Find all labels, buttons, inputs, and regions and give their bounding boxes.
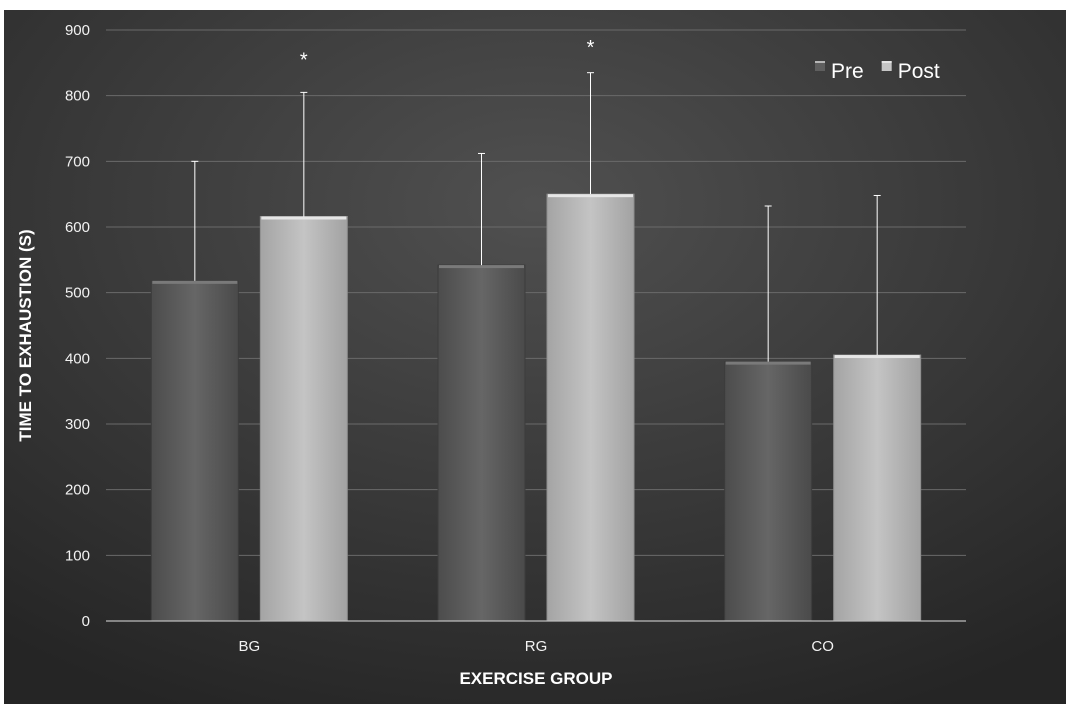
bar-pre-rg [437, 264, 526, 622]
legend-swatch-highlight [815, 61, 825, 63]
y-tick-label: 100 [65, 547, 90, 564]
bar-top-highlight [152, 280, 238, 284]
bar-post-co [833, 354, 922, 622]
bars [150, 193, 922, 622]
chart-frame: 0 100 200 300 400 500 600 700 800 900 BG RG CO * * Pr… [4, 10, 1066, 704]
y-tick-label: 900 [65, 22, 90, 39]
y-tick-label: 500 [65, 285, 90, 302]
annotations: ** [300, 37, 595, 71]
y-tick-label: 600 [65, 219, 90, 236]
bar-top-highlight [439, 265, 524, 269]
bar-post-rg [546, 193, 635, 622]
bar-pre-co [724, 361, 813, 622]
legend-swatch-pre [815, 61, 825, 71]
legend-label-pre: Pre [831, 60, 864, 83]
bar-top-highlight [725, 361, 811, 365]
y-tick-label: 300 [65, 416, 90, 433]
y-axis-title: TIME TO EXHAUSTION (S) [16, 229, 35, 441]
axes: 0 100 200 300 400 500 600 700 800 900 BG RG CO [65, 22, 966, 655]
legend: Pre Post [815, 60, 940, 83]
y-tick-label: 400 [65, 350, 90, 367]
error-bars [191, 72, 881, 362]
y-tick-label: 200 [65, 482, 90, 499]
legend-label-post: Post [898, 60, 940, 83]
gridlines [106, 29, 966, 556]
bar-post-bg [259, 215, 348, 622]
x-axis-title: EXERCISE GROUP [459, 669, 612, 688]
significance-marker: * [587, 37, 595, 59]
legend-swatch-post [881, 61, 892, 71]
bar-top-highlight [261, 216, 347, 220]
bar-top-highlight [548, 194, 633, 198]
significance-marker: * [300, 49, 308, 71]
bar-top-highlight [834, 355, 920, 359]
y-tick-label: 800 [65, 88, 90, 105]
y-tick-label: 700 [65, 153, 90, 170]
x-tick-label: BG [238, 638, 260, 655]
x-tick-label: CO [811, 638, 834, 655]
x-tick-label: RG [525, 638, 548, 655]
bar-pre-bg [150, 280, 239, 622]
legend-swatch-highlight [881, 61, 892, 63]
y-tick-label: 0 [82, 613, 90, 630]
